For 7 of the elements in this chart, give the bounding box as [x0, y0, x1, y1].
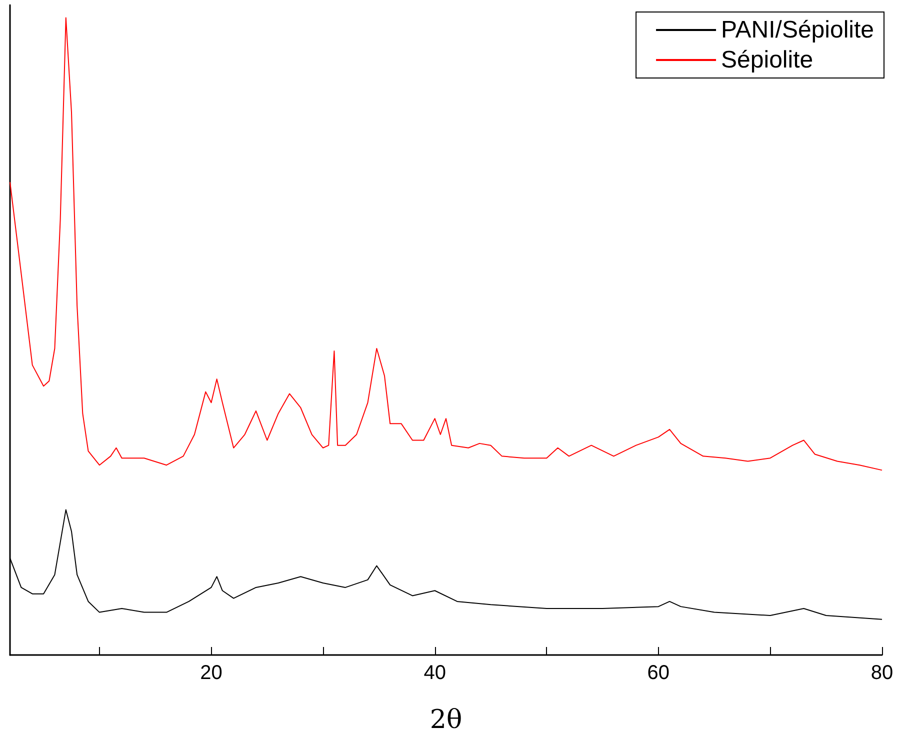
x-tick-label: 80 [870, 662, 894, 684]
x-tick-label: 20 [200, 662, 222, 684]
legend-label: PANI/Sépiolite [721, 16, 874, 44]
x-axis-title: 2θ [430, 705, 462, 735]
x-tick-label: 40 [424, 662, 446, 684]
x-tick-label: 60 [647, 662, 670, 684]
legend-label: Sépiolite [721, 46, 814, 74]
